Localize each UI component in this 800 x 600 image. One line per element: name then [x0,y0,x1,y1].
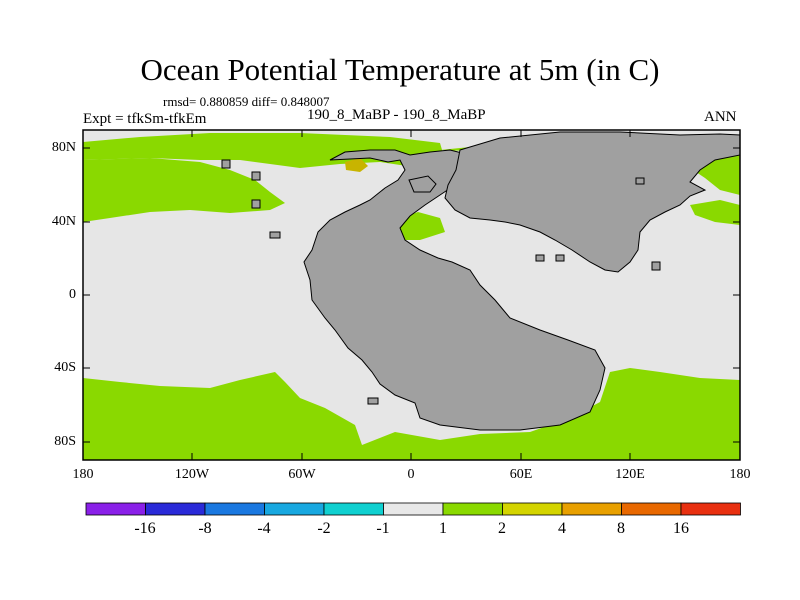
lat-label-40n: 40N [51,214,76,229]
island-1 [251,199,261,209]
lon-label-120e: 120E [615,467,645,482]
lon-label-180w: 180 [72,467,94,482]
colorbar-box-10 [621,502,682,516]
colorbar-box-3 [204,502,265,516]
island-6 [651,261,661,271]
north-pacific-east-warm [690,200,740,225]
colorbar-box-2 [145,502,206,516]
lat-label-40s: 40S [54,360,76,375]
colorbar-label: 16 [673,520,689,537]
colorbar [85,502,741,516]
colorbar-box-9 [561,502,622,516]
colorbar-label: -16 [134,520,156,537]
arctic-warm-patch [345,158,368,172]
colorbar-box-4 [264,502,325,516]
axis-ticks [83,130,740,460]
land-mass-eurasia [444,131,741,273]
lat-label-80s: 80S [54,434,76,449]
map-panel [82,129,741,461]
lon-label-0: 0 [407,467,415,482]
island-4 [535,254,545,262]
lon-label-60e: 60E [509,467,533,482]
colorbar-label: 4 [558,520,566,537]
season-label: ANN [704,109,737,125]
lon-label-180e: 180 [729,467,751,482]
colorbar-label: -1 [376,520,390,537]
colorbar-box-6 [383,502,444,516]
island-8 [269,231,281,239]
island-9 [367,397,379,405]
case-label: 190_8_MaBP - 190_8_MaBP [307,107,486,123]
stats-text: rmsd= 0.880859 diff= 0.848007 [163,94,330,109]
colorbar-label: -8 [198,520,212,537]
colorbar-label: -2 [317,520,331,537]
island-7 [635,177,645,185]
lat-label-80n: 80N [51,140,76,155]
colorbar-box-8 [502,502,563,516]
lon-label-120w: 120W [174,467,210,482]
colorbar-label: 1 [439,520,447,537]
island-5 [555,254,565,262]
colorbar-box-11 [680,502,741,516]
colorbar-box-1 [85,502,146,516]
lat-label-0: 0 [69,287,76,302]
southern-ocean-warm [83,368,740,460]
north-pacific-warm [83,158,285,222]
colorbar-box-5 [323,502,384,516]
plot-title: Ocean Potential Temperature at 5m (in C) [140,52,660,87]
experiment-label: Expt = tfkSm-tfkEm [83,111,207,127]
colorbar-label: 2 [498,520,506,537]
colorbar-box-7 [442,502,503,516]
island-3 [221,159,231,169]
lon-label-60w: 60W [288,467,316,482]
greenland-island [408,175,437,193]
colorbar-label: -4 [257,520,271,537]
colorbar-label: 8 [617,520,625,537]
island-2 [251,171,261,181]
